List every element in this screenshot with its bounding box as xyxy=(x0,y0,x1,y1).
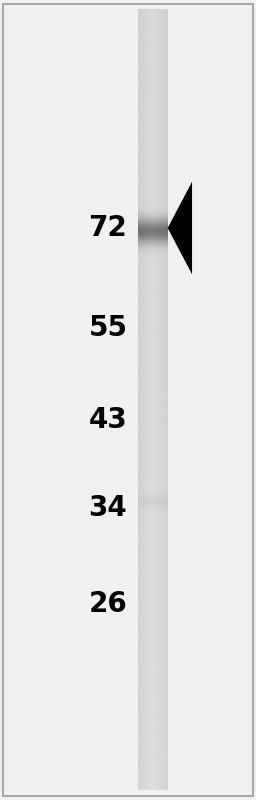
Text: 43: 43 xyxy=(89,406,127,434)
Polygon shape xyxy=(168,182,192,274)
Text: 55: 55 xyxy=(88,314,127,342)
Text: 34: 34 xyxy=(89,494,127,522)
Text: 26: 26 xyxy=(89,590,127,618)
Text: 72: 72 xyxy=(89,214,127,242)
